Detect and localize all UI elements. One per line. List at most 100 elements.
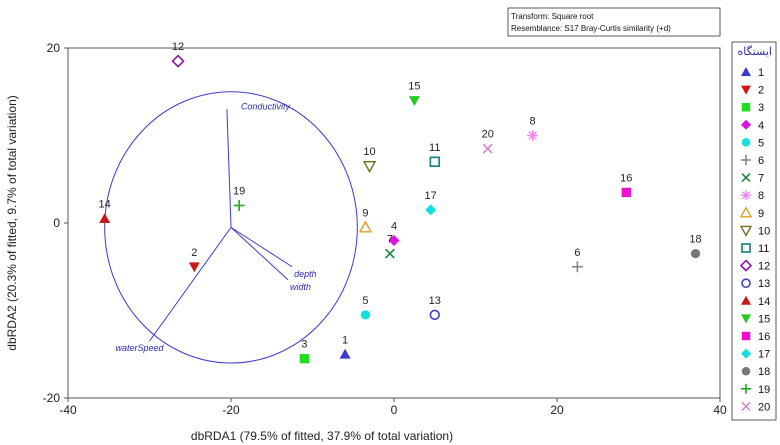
vector-label-0: Conductivity [241,101,291,111]
point-4 [388,235,400,246]
vector-width [230,227,289,281]
point-6 [571,261,583,273]
legend-marker-16 [741,331,751,341]
vector-depth [230,226,293,268]
point-20 [482,143,493,154]
x-tick-label-2: 0 [391,403,398,417]
legend-marker-11 [741,243,751,253]
point-5 [360,310,371,320]
legend-marker-10 [739,225,753,237]
point-12 [171,54,185,68]
point-15 [408,96,420,106]
x-tick-label-0: -40 [59,403,77,417]
point-label-10: 10 [363,146,375,158]
y-tick-label-2: 20 [47,41,61,55]
legend-marker-12 [739,259,753,272]
legend-label-19: 19 [758,384,770,396]
legend-label-1: 1 [758,67,764,79]
legend-label-15: 15 [758,313,770,325]
legend-label-8: 8 [758,190,764,202]
point-18 [690,248,701,259]
legend-marker-5 [741,138,751,147]
legend-label-18: 18 [758,366,770,378]
point-13 [429,309,440,321]
legend-label-3: 3 [758,102,764,114]
point-label-11: 11 [429,142,440,154]
point-label-18: 18 [689,234,701,246]
point-label-7: 7 [387,234,393,246]
info-box: Transform: Square root Resemblance: S17 … [507,7,721,37]
point-label-5: 5 [362,295,368,307]
legend-marker-17 [741,348,751,359]
legend-marker-13 [741,278,751,289]
legend-label-17: 17 [758,349,770,361]
legend-marker-20 [741,401,751,411]
legend-marker-8 [741,190,751,201]
legend-marker-2 [741,85,751,95]
vector-label-1: depth [294,269,317,279]
vector-waterSpeed [149,227,232,342]
point-11 [429,156,440,167]
point-9 [358,220,373,233]
x-axis-title: dbRDA1 (79.5% of fitted, 37.9% of total … [191,429,453,443]
legend-label-5: 5 [758,137,764,149]
info-line-1: Transform: Square root [511,12,594,21]
legend-marker-4 [741,119,751,130]
legend-label-11: 11 [758,243,769,255]
point-3 [299,353,310,364]
y-tick-label-0: -20 [43,391,61,405]
legend-label-16: 16 [758,331,770,343]
legend-marker-15 [741,314,751,324]
point-label-17: 17 [425,190,437,202]
legend-label-10: 10 [758,225,770,237]
legend-marker-7 [741,173,751,183]
vector-layer: Conductivity depth width waterSpeed [104,91,358,364]
legend-marker-9 [739,206,753,218]
point-label-16: 16 [620,172,632,184]
point-label-9: 9 [362,207,368,219]
point-1 [339,348,351,359]
point-label-20: 20 [482,129,494,141]
legend-label-4: 4 [758,120,764,132]
point-label-8: 8 [529,116,535,128]
legend-label-14: 14 [758,296,770,308]
point-7 [384,248,395,259]
x-tick-label-3: 20 [550,403,564,417]
point-label-12: 12 [172,41,184,53]
vector-label-3: waterSpeed [115,343,164,353]
point-label-19: 19 [233,186,245,198]
legend-marker-1 [741,67,751,76]
x-tick-label-1: -20 [222,403,240,417]
y-axis-title: dbRDA2 (20.3% of fitted, 9.7% of total v… [5,95,19,350]
point-17 [425,204,437,216]
point-14 [99,213,111,224]
legend-marker-14 [741,295,751,305]
info-line-2: Resemblance: S17 Bray-Curtis similarity … [511,24,671,33]
legend-label-7: 7 [758,173,764,185]
legend-label-6: 6 [758,155,764,167]
legend-label-20: 20 [758,401,770,413]
point-label-15: 15 [408,81,420,93]
point-2 [188,262,200,273]
correlation-circle [104,91,358,364]
vector-label-2: width [290,282,311,292]
legend-label-2: 2 [758,85,764,97]
x-tick-label-4: 40 [713,403,727,417]
point-16 [621,187,631,198]
point-label-13: 13 [429,295,441,307]
point-label-2: 2 [191,247,197,259]
legend-marker-6 [741,155,751,165]
point-10 [362,161,377,174]
legend-marker-18 [741,366,751,376]
point-8 [527,130,539,141]
legend-label-12: 12 [758,261,770,273]
legend-label-9: 9 [758,208,764,220]
legend-title: ایستگاه [738,45,772,58]
legend-marker-3 [741,102,751,112]
point-label-3: 3 [301,339,307,351]
point-label-6: 6 [574,247,580,259]
